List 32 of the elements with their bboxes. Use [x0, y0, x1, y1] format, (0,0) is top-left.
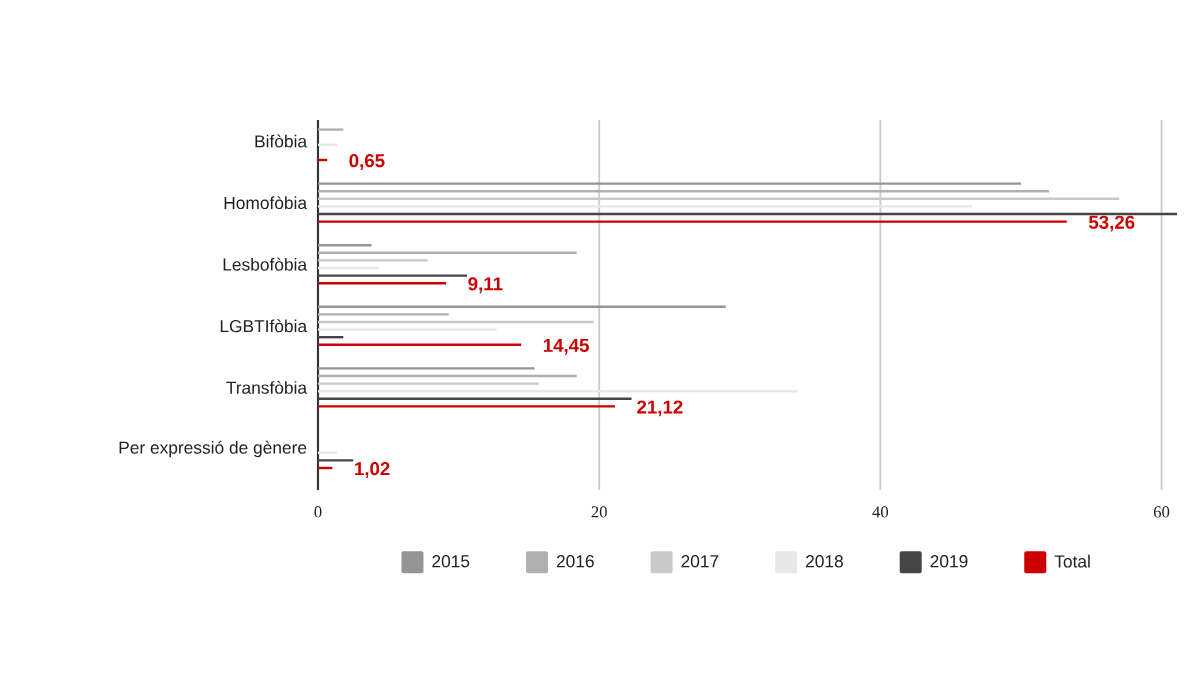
- legend-label: 2015: [432, 555, 470, 568]
- bar: [318, 274, 468, 277]
- y-tick-label: Lesbofòbia: [223, 257, 308, 271]
- bar: [318, 459, 354, 462]
- legend-label: Total: [1054, 554, 1090, 568]
- bar: [318, 367, 535, 370]
- data-label: 9,11: [468, 277, 503, 294]
- legend-label: 2019: [930, 555, 968, 568]
- x-tick-label: 0: [314, 506, 322, 518]
- bar: [318, 313, 449, 316]
- data-label: 1,02: [355, 462, 390, 478]
- data-label: 14,45: [543, 338, 589, 355]
- bar: [318, 382, 539, 385]
- legend-label: 2017: [681, 555, 719, 568]
- y-tick-label: LGBTIfòbia: [220, 319, 308, 333]
- bar: [318, 259, 428, 262]
- x-tick-label: 20: [591, 506, 607, 518]
- bar: [318, 220, 1067, 223]
- y-tick-label: Per expressió de gènere: [119, 440, 307, 458]
- y-tick-label: Bifòbia: [255, 134, 308, 148]
- data-label: 0,65: [349, 154, 385, 170]
- bar: [318, 128, 344, 131]
- x-tick-label: 60: [1153, 506, 1170, 518]
- legend-label: 2018: [806, 555, 843, 568]
- y-tick-label: Homofòbia: [224, 196, 308, 210]
- bar: [318, 405, 615, 408]
- y-tick-label: Transfòbia: [226, 380, 308, 394]
- bar: [318, 182, 1021, 185]
- x-tick-label: 40: [872, 506, 889, 518]
- legend-label: 2016: [556, 555, 594, 568]
- data-label: 21,12: [637, 400, 683, 417]
- data-label: 53,26: [1088, 215, 1135, 232]
